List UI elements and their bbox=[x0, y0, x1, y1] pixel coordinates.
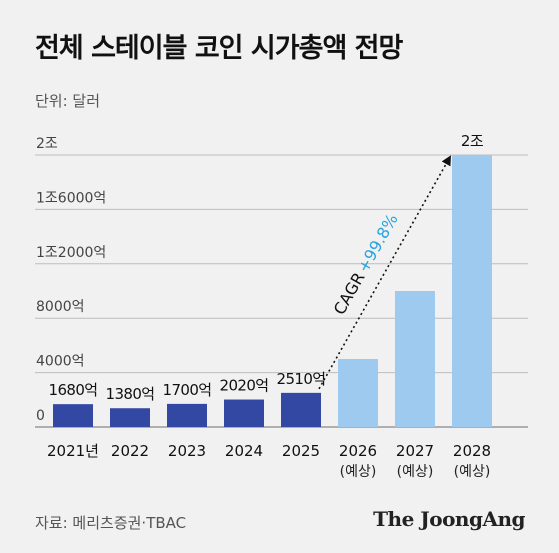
bar-chart: 0 4000억 8000억 1조2000억 1조6000억 2조 1680억 2021년 138… bbox=[35, 132, 528, 480]
x-tick-sublabel: (예상) bbox=[397, 464, 434, 480]
bar bbox=[281, 392, 321, 427]
brand-logo: The JoongAng bbox=[373, 507, 525, 531]
unit-label: 단위: 달러 bbox=[35, 92, 101, 110]
data-label: 2020억 bbox=[220, 377, 269, 395]
x-tick-label: 2028 bbox=[453, 442, 491, 460]
bar bbox=[53, 404, 93, 427]
cagr-value: +99.8% bbox=[354, 211, 402, 276]
x-tick-label: 2027 bbox=[396, 442, 434, 460]
data-label: 2조 bbox=[461, 132, 484, 150]
x-tick-label: 2024 bbox=[225, 442, 263, 460]
data-label: 1680억 bbox=[49, 381, 98, 399]
labels: 0 4000억 8000억 1조2000억 1조6000억 2조 1680억 2021년 138… bbox=[36, 132, 491, 480]
bar bbox=[224, 399, 264, 427]
x-tick-label: 2022 bbox=[111, 442, 149, 460]
source-note: 자료: 메리츠증권·TBAC bbox=[35, 514, 187, 532]
bar bbox=[110, 408, 150, 427]
y-tick-label: 1조2000억 bbox=[36, 245, 106, 261]
bars bbox=[53, 155, 492, 427]
cagr-prefix: CAGR bbox=[330, 269, 369, 318]
bar bbox=[452, 155, 492, 427]
y-tick-label: 0 bbox=[36, 408, 45, 424]
y-tick-label: 4000억 bbox=[36, 354, 85, 370]
x-tick-label: 2021년 bbox=[47, 442, 99, 460]
x-tick-sublabel: (예상) bbox=[340, 464, 377, 480]
cagr-arrow bbox=[318, 155, 451, 390]
bar bbox=[167, 403, 207, 427]
y-tick-label: 2조 bbox=[36, 136, 58, 152]
data-label: 1380억 bbox=[106, 385, 155, 403]
x-tick-label: 2026 bbox=[339, 442, 377, 460]
bar bbox=[395, 291, 435, 427]
bar bbox=[338, 359, 378, 427]
data-label: 2510억 bbox=[277, 370, 326, 388]
y-tick-label: 8000억 bbox=[36, 299, 85, 315]
x-tick-sublabel: (예상) bbox=[454, 464, 491, 480]
x-tick-label: 2023 bbox=[168, 442, 206, 460]
x-tick-label: 2025 bbox=[282, 442, 320, 460]
y-tick-label: 1조6000억 bbox=[36, 190, 106, 206]
chart-title: 전체 스테이블 코인 시가총액 전망 bbox=[35, 33, 403, 64]
data-label: 1700억 bbox=[163, 381, 212, 399]
